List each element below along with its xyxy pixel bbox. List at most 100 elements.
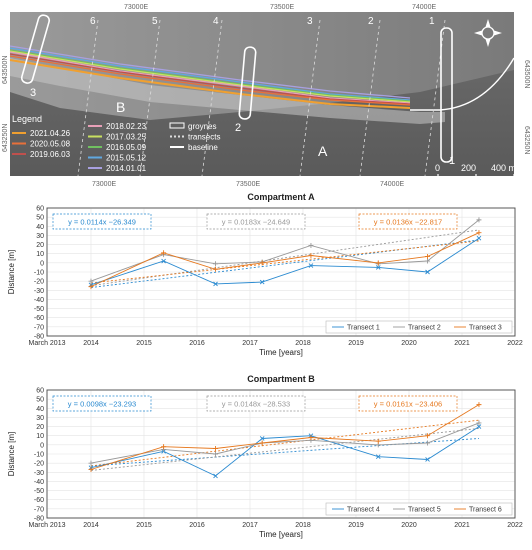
trend-equation: y = 0.0114x −26.349 — [52, 213, 152, 230]
legend-item: 2020.05.08 — [12, 140, 71, 149]
chart-legend: Transect 1 Transect 2 Transect 3 — [325, 320, 513, 334]
trend-line — [90, 240, 480, 284]
chart-compartment-a: Compartment A -80 -70 -60 -50 -40 -30 -20 -10 0 10… — [7, 192, 523, 357]
trend-equation: y = 0.0183x −24.649 — [206, 213, 306, 230]
data-point — [88, 278, 94, 284]
groyne-label: 3 — [30, 87, 36, 99]
legend-item: Transect 4 — [332, 507, 380, 514]
y-tick-label: -60 — [34, 497, 44, 504]
y-axis-label: Distance [m] — [7, 250, 16, 294]
map-top-tick: 73000E — [124, 4, 148, 11]
data-point — [259, 260, 265, 266]
chart-compartment-b: Compartment B -80 -70 -60 -50 -40 -30 -20 -10 0 10… — [7, 374, 523, 539]
aerial-map: 1 2 3 4 5 6 1 2 3 A B 0 — [2, 4, 530, 188]
x-tick-label: 2019 — [348, 522, 364, 529]
data-point — [213, 281, 218, 287]
data-point — [213, 473, 218, 479]
data-point — [476, 230, 482, 236]
y-tick-label: 0 — [40, 442, 44, 449]
data-point — [213, 261, 219, 267]
x-tick-label: 2022 — [507, 522, 523, 529]
trend-equation: y = 0.0098x −23.293 — [52, 395, 152, 412]
legend-item: Transect 6 — [454, 507, 502, 514]
x-axis-label: Time [years] — [259, 530, 303, 539]
legend-label: Transect 2 — [408, 325, 441, 332]
north-arrow-icon — [474, 19, 502, 47]
shoreline-2017 — [9, 50, 411, 103]
legend-item: baseline — [170, 143, 218, 152]
shorelines — [9, 45, 411, 109]
data-point — [308, 435, 314, 441]
data-point — [476, 420, 482, 426]
map-top-tick: 73500E — [270, 4, 294, 11]
series-line — [90, 219, 480, 282]
legend-item: transects — [170, 133, 220, 142]
y-tick-label: -70 — [34, 324, 44, 331]
y-tick-label: 10 — [36, 433, 44, 440]
y-tick-label: -80 — [34, 516, 44, 523]
chart-title: Compartment B — [247, 374, 315, 384]
y-tick-label: -60 — [34, 315, 44, 322]
y-tick-label: 0 — [40, 260, 44, 267]
series-line — [90, 232, 480, 288]
legend-item: 2015.05.12 — [88, 154, 147, 163]
chart-legend: Transect 4 Transect 5 Transect 6 — [325, 502, 513, 516]
scale-label: 0 — [435, 163, 440, 173]
x-tick-label: 2018 — [295, 522, 311, 529]
transect-number: 1 — [429, 16, 435, 27]
trend-equation-text: y = 0.0148x −28.533 — [222, 400, 290, 409]
groyne-labels: 1 2 3 — [30, 87, 455, 167]
x-tick-label: 2014 — [83, 340, 99, 347]
x-tick-label: 2021 — [454, 340, 470, 347]
data-point — [425, 253, 431, 259]
y-tick-label: -40 — [34, 297, 44, 304]
legend-title: Legend — [12, 114, 42, 124]
y-tick-label: -30 — [34, 470, 44, 477]
series-line — [90, 404, 480, 470]
trend-equation-text: y = 0.0098x −23.293 — [68, 400, 136, 409]
scale-bar: 0 200 400 m — [435, 163, 516, 179]
x-tick-label: 2019 — [348, 340, 364, 347]
chart-title: Compartment A — [247, 192, 315, 202]
legend-item: Transect 2 — [393, 325, 441, 332]
y-tick-label: -50 — [34, 488, 44, 495]
x-tick-label: 2015 — [136, 340, 152, 347]
legend-item: Transect 5 — [393, 507, 441, 514]
trend-equation: y = 0.0148x −28.533 — [206, 395, 306, 412]
shoreline-2018 — [9, 51, 411, 104]
legend-label: 2014.01.01 — [106, 164, 147, 173]
data-point — [259, 436, 265, 441]
x-tick-label: 2016 — [189, 340, 205, 347]
data-point — [375, 438, 381, 444]
trend-equation-text: y = 0.0183x −24.649 — [222, 218, 290, 227]
y-tick-label: 50 — [36, 215, 44, 222]
y-tick-label: 10 — [36, 251, 44, 258]
data-point — [161, 258, 166, 264]
compartment-label-b: B — [116, 99, 125, 115]
data-point — [88, 467, 94, 473]
legend-label: Transect 6 — [469, 507, 502, 514]
y-tick-label: 50 — [36, 397, 44, 404]
y-axis-label: Distance [m] — [7, 432, 16, 476]
data-point — [213, 446, 219, 452]
shoreline-2019 — [9, 53, 411, 105]
legend-item: 2017.03.25 — [88, 133, 147, 142]
legend-label: Transect 4 — [347, 507, 380, 514]
transect-number: 6 — [90, 16, 96, 27]
legend-label: Transect 5 — [408, 507, 441, 514]
groyne-1 — [440, 27, 453, 163]
transect-line-2 — [359, 19, 381, 177]
legend-label: Transect 1 — [347, 325, 380, 332]
transect-line-5 — [139, 19, 161, 177]
data-point — [259, 279, 265, 285]
y-tick-label: -50 — [34, 306, 44, 313]
transect-line-3 — [299, 19, 321, 177]
shoreline-2021 — [9, 59, 411, 109]
y-tick-label: -20 — [34, 279, 44, 286]
data-point — [88, 460, 94, 466]
data-point — [308, 253, 314, 259]
data-point — [425, 440, 431, 446]
data-point — [375, 265, 381, 270]
data-point — [88, 284, 94, 290]
